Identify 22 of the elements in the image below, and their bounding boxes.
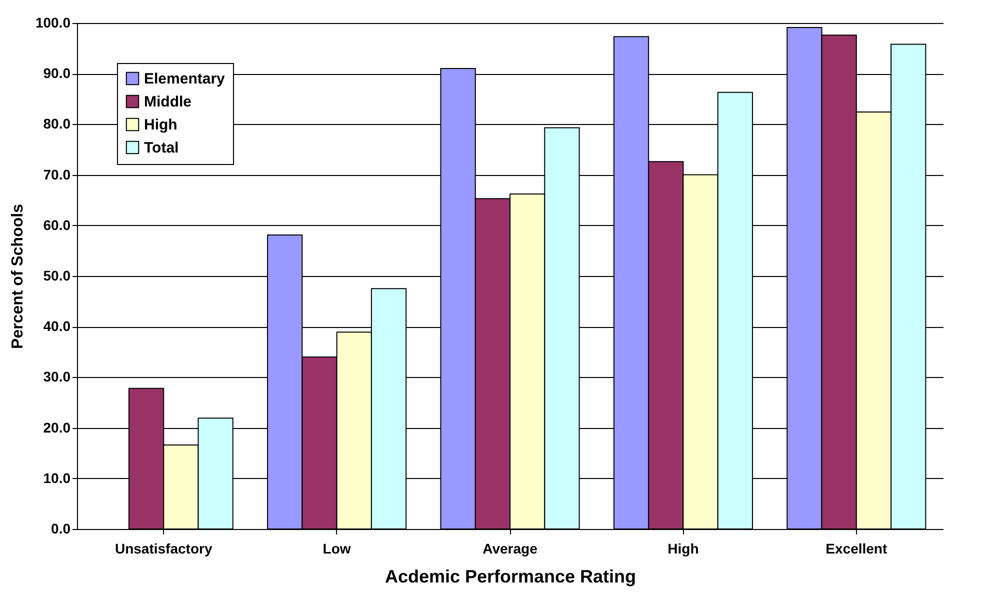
y-tick-label: 0.0 — [51, 520, 71, 536]
legend-label: Middle — [144, 94, 192, 110]
x-tick-label: Low — [322, 540, 351, 556]
legend-label: Elementary — [144, 70, 226, 88]
x-tick-label: Average — [482, 540, 538, 556]
legend-label: Total — [144, 140, 179, 156]
y-tick-label: 60.0 — [43, 216, 71, 233]
y-tick-label: 50.0 — [43, 268, 71, 284]
y-tick-label: 70.0 — [43, 166, 71, 182]
x-tick-label: Excellent — [826, 540, 888, 556]
legend-label: High — [144, 116, 178, 134]
x-tick-label: High — [668, 540, 699, 556]
y-tick-label: 100.0 — [35, 14, 71, 30]
y-tick-label: 30.0 — [43, 368, 71, 385]
y-tick-label: 80.0 — [43, 116, 71, 132]
x-tick-label: Unsatisfactory — [114, 540, 212, 556]
y-tick-label: 40.0 — [43, 318, 71, 334]
x-axis-title: Acdemic Performance Rating — [384, 566, 636, 586]
y-tick-label: 10.0 — [43, 470, 71, 486]
y-axis-title: Percent of Schools — [9, 204, 26, 349]
y-tick-label: 20.0 — [43, 419, 71, 436]
y-tick-label: 90.0 — [43, 65, 71, 82]
